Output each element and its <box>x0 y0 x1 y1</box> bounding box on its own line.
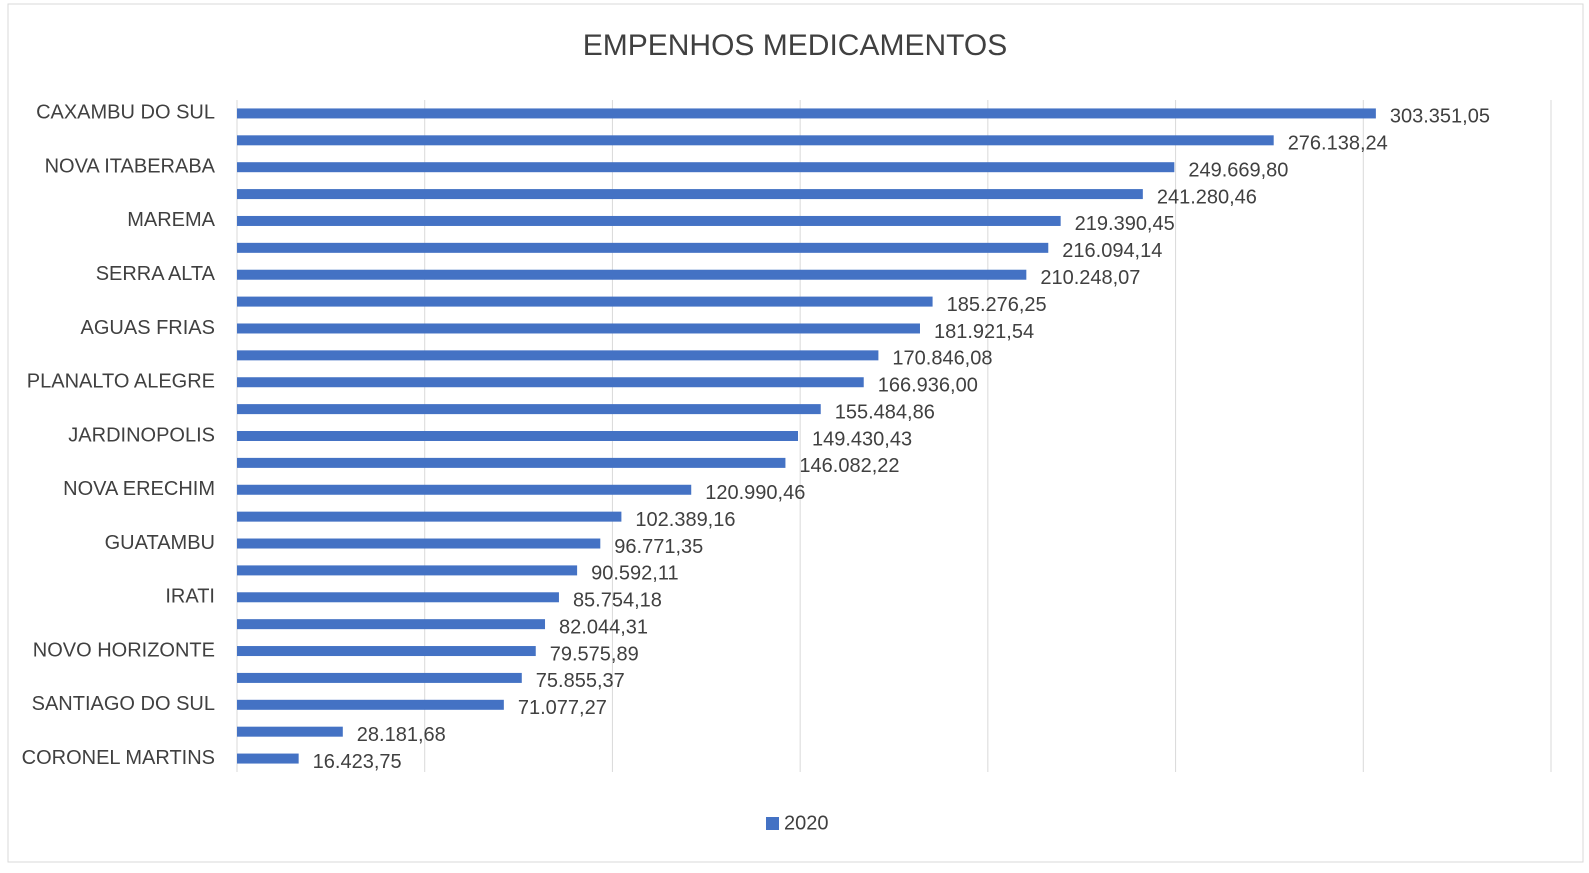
legend-swatch <box>766 817 779 830</box>
bar <box>237 672 522 683</box>
bar <box>237 135 1274 146</box>
data-label: 149.430,43 <box>812 428 912 450</box>
y-tick-label: GUATAMBU <box>105 532 215 554</box>
data-label: 90.592,11 <box>591 563 679 585</box>
bar <box>237 242 1049 253</box>
y-tick-label: IRATI <box>165 586 215 608</box>
bar <box>237 646 536 657</box>
data-label: 303.351,05 <box>1390 106 1490 128</box>
data-label: 181.921,54 <box>934 321 1034 343</box>
data-label: 276.138,24 <box>1288 133 1388 155</box>
data-label: 96.771,35 <box>614 536 703 558</box>
bar <box>237 699 504 710</box>
bar <box>237 108 1376 119</box>
bar <box>237 538 601 549</box>
bar <box>237 484 692 495</box>
bar <box>237 269 1027 280</box>
bar <box>237 753 299 764</box>
data-label: 170.846,08 <box>892 348 992 370</box>
data-label: 28.181,68 <box>357 724 446 746</box>
bar <box>237 350 879 361</box>
y-tick-label: CORONEL MARTINS <box>22 747 215 769</box>
bar <box>237 162 1175 173</box>
y-tick-label: JARDINOPOLIS <box>68 424 215 446</box>
bar <box>237 457 786 468</box>
y-tick-label: AGUAS FRIAS <box>81 317 215 339</box>
bar <box>237 189 1143 200</box>
data-label: 102.389,16 <box>635 509 735 531</box>
bar <box>237 323 920 334</box>
bar <box>237 215 1061 226</box>
data-label: 216.094,14 <box>1062 240 1162 262</box>
legend-label: 2020 <box>784 812 829 834</box>
data-label: 210.248,07 <box>1040 267 1140 289</box>
data-label: 146.082,22 <box>799 455 899 477</box>
data-label: 79.575,89 <box>550 643 639 665</box>
bar <box>237 565 578 576</box>
data-label: 120.990,46 <box>705 482 805 504</box>
y-tick-label: NOVA ERECHIM <box>63 478 215 500</box>
bar <box>237 726 343 737</box>
bar <box>237 296 933 307</box>
bar <box>237 592 559 603</box>
data-label: 219.390,45 <box>1075 213 1175 235</box>
bar <box>237 511 622 522</box>
data-label: 16.423,75 <box>313 751 402 773</box>
data-label: 249.669,80 <box>1188 159 1288 181</box>
data-label: 85.754,18 <box>573 590 662 612</box>
y-tick-label: MAREMA <box>127 209 215 231</box>
data-label: 166.936,00 <box>878 375 978 397</box>
chart-title: EMPENHOS MEDICAMENTOS <box>583 29 1008 62</box>
bar <box>237 431 799 441</box>
data-label: 75.855,37 <box>536 670 625 692</box>
y-tick-label: PLANALTO ALEGRE <box>27 371 215 393</box>
data-label: 71.077,27 <box>518 697 607 719</box>
bar <box>237 404 821 415</box>
y-tick-label: SANTIAGO DO SUL <box>32 693 215 715</box>
bar <box>237 377 864 388</box>
y-tick-label: SERRA ALTA <box>96 263 216 285</box>
data-label: 241.280,46 <box>1157 186 1257 208</box>
data-label: 82.044,31 <box>559 616 648 638</box>
y-tick-label: CAXAMBU DO SUL <box>36 102 215 124</box>
y-tick-label: NOVA ITABERABA <box>45 155 216 177</box>
bar <box>237 619 546 630</box>
y-tick-label: NOVO HORIZONTE <box>33 639 215 661</box>
data-label: 185.276,25 <box>947 294 1047 316</box>
data-label: 155.484,86 <box>835 401 935 423</box>
